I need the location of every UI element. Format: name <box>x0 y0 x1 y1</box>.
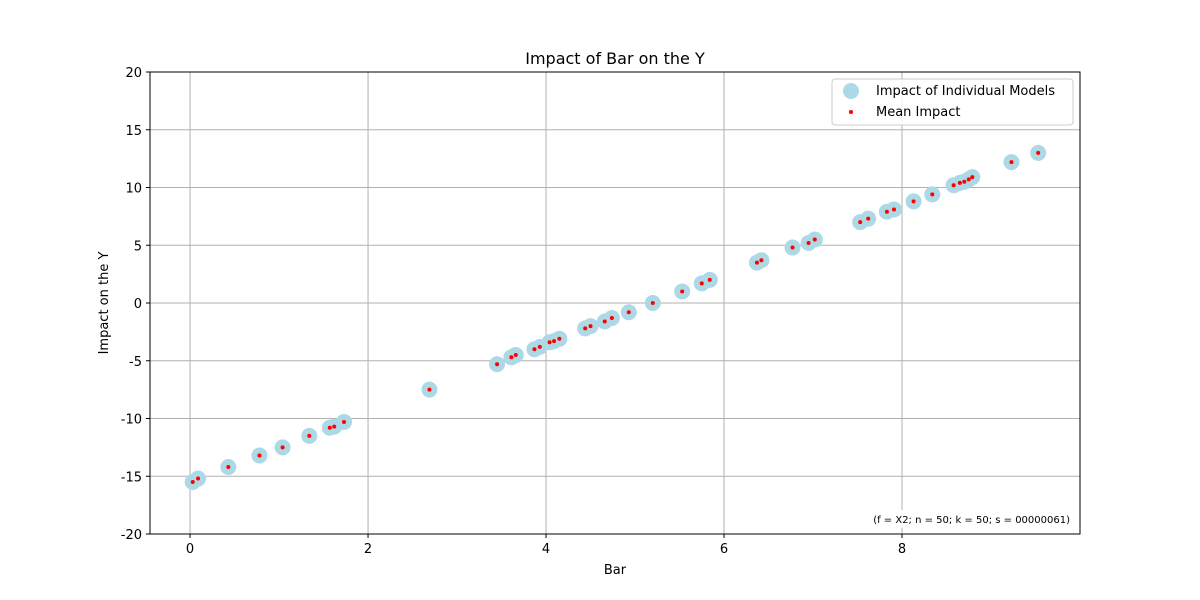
mean-impact-point <box>892 207 896 212</box>
legend-marker-mean <box>849 110 853 114</box>
mean-impact-point <box>759 258 764 263</box>
mean-impact-point <box>537 344 542 349</box>
mean-impact-point <box>911 199 916 204</box>
mean-impact-point <box>509 355 514 360</box>
mean-impact-point <box>957 180 962 185</box>
mean-impact-point <box>970 175 975 180</box>
mean-impact-point <box>547 340 552 345</box>
mean-impact-point <box>680 289 685 294</box>
mean-impact-point <box>707 277 712 282</box>
mean-impact-point <box>280 445 285 450</box>
chart-title: Impact of Bar on the Y <box>525 49 705 68</box>
annotation: (f = X2; n = 50; k = 50; s = 00000061) <box>850 510 1072 528</box>
plot-frame <box>149 71 1081 535</box>
mean-impact-point <box>650 301 655 305</box>
mean-impact-point <box>1009 160 1014 165</box>
mean-impact-point <box>342 419 347 424</box>
y-tick-label: 20 <box>125 66 142 81</box>
mean-impact-point <box>257 453 262 458</box>
mean-impact-point <box>790 245 795 250</box>
mean-impact-point <box>699 281 704 286</box>
mean-impact-point <box>884 209 889 214</box>
annotation-text: (f = X2; n = 50; k = 50; s = 00000061) <box>873 515 1070 526</box>
mean-impact-point <box>1036 150 1041 155</box>
mean-impact-point <box>602 319 607 324</box>
x-axis-ticks: 0 2 4 6 8 <box>186 534 906 557</box>
x-tick-label: 8 <box>898 542 906 557</box>
mean-impact-point <box>626 310 631 315</box>
legend-box <box>831 78 1074 126</box>
y-tick-label: -10 <box>121 413 142 428</box>
mean-impact-point <box>327 425 332 430</box>
mean-impact-point <box>583 326 588 331</box>
annotation-background <box>850 510 1072 528</box>
mean-impact-point <box>966 177 971 182</box>
mean-impact-point <box>552 339 557 344</box>
y-tick-label: 10 <box>125 182 142 197</box>
mean-impact-point <box>754 260 759 265</box>
y-tick-label: 5 <box>134 239 142 254</box>
mean-impact-point <box>226 465 231 470</box>
mean-impact-point <box>557 336 562 341</box>
y-tick-label: 15 <box>125 124 142 139</box>
mean-impact-point <box>812 237 817 242</box>
data-points <box>184 144 1047 491</box>
legend-label-individual: Impact of Individual Models <box>876 84 1055 99</box>
mean-impact-point <box>307 433 312 438</box>
y-tick-label: -15 <box>121 470 142 485</box>
x-tick-label: 6 <box>720 542 728 557</box>
mean-impact-point <box>532 347 537 352</box>
x-tick-label: 2 <box>364 542 372 557</box>
y-tick-label: -20 <box>121 528 142 543</box>
y-tick-label: -5 <box>129 355 142 370</box>
mean-impact-point <box>858 220 863 225</box>
mean-impact-point <box>513 352 518 357</box>
mean-impact-point <box>930 192 935 197</box>
mean-impact-point <box>427 387 432 392</box>
mean-impact-point <box>588 324 593 329</box>
mean-impact-point <box>609 316 614 321</box>
mean-impact-point <box>962 179 967 184</box>
legend: Impact of Individual Models Mean Impact <box>831 78 1074 126</box>
y-tick-label: 0 <box>134 297 142 312</box>
x-tick-label: 0 <box>186 542 194 557</box>
mean-impact-point <box>806 240 811 245</box>
legend-label-mean: Mean Impact <box>876 105 961 120</box>
mean-impact-point <box>495 362 500 367</box>
mean-impact-point <box>332 424 337 429</box>
x-tick-label: 4 <box>542 542 550 557</box>
legend-marker-individual <box>843 83 859 99</box>
mean-impact-point <box>196 476 201 481</box>
mean-impact-point <box>866 216 871 221</box>
mean-impact-point <box>190 480 195 485</box>
y-axis-ticks: -20 -15 -10 -5 0 5 10 15 20 <box>121 66 150 543</box>
mean-impact-point <box>951 183 956 188</box>
y-axis-label: Impact on the Y <box>97 252 112 355</box>
x-axis-label: Bar <box>604 563 627 578</box>
